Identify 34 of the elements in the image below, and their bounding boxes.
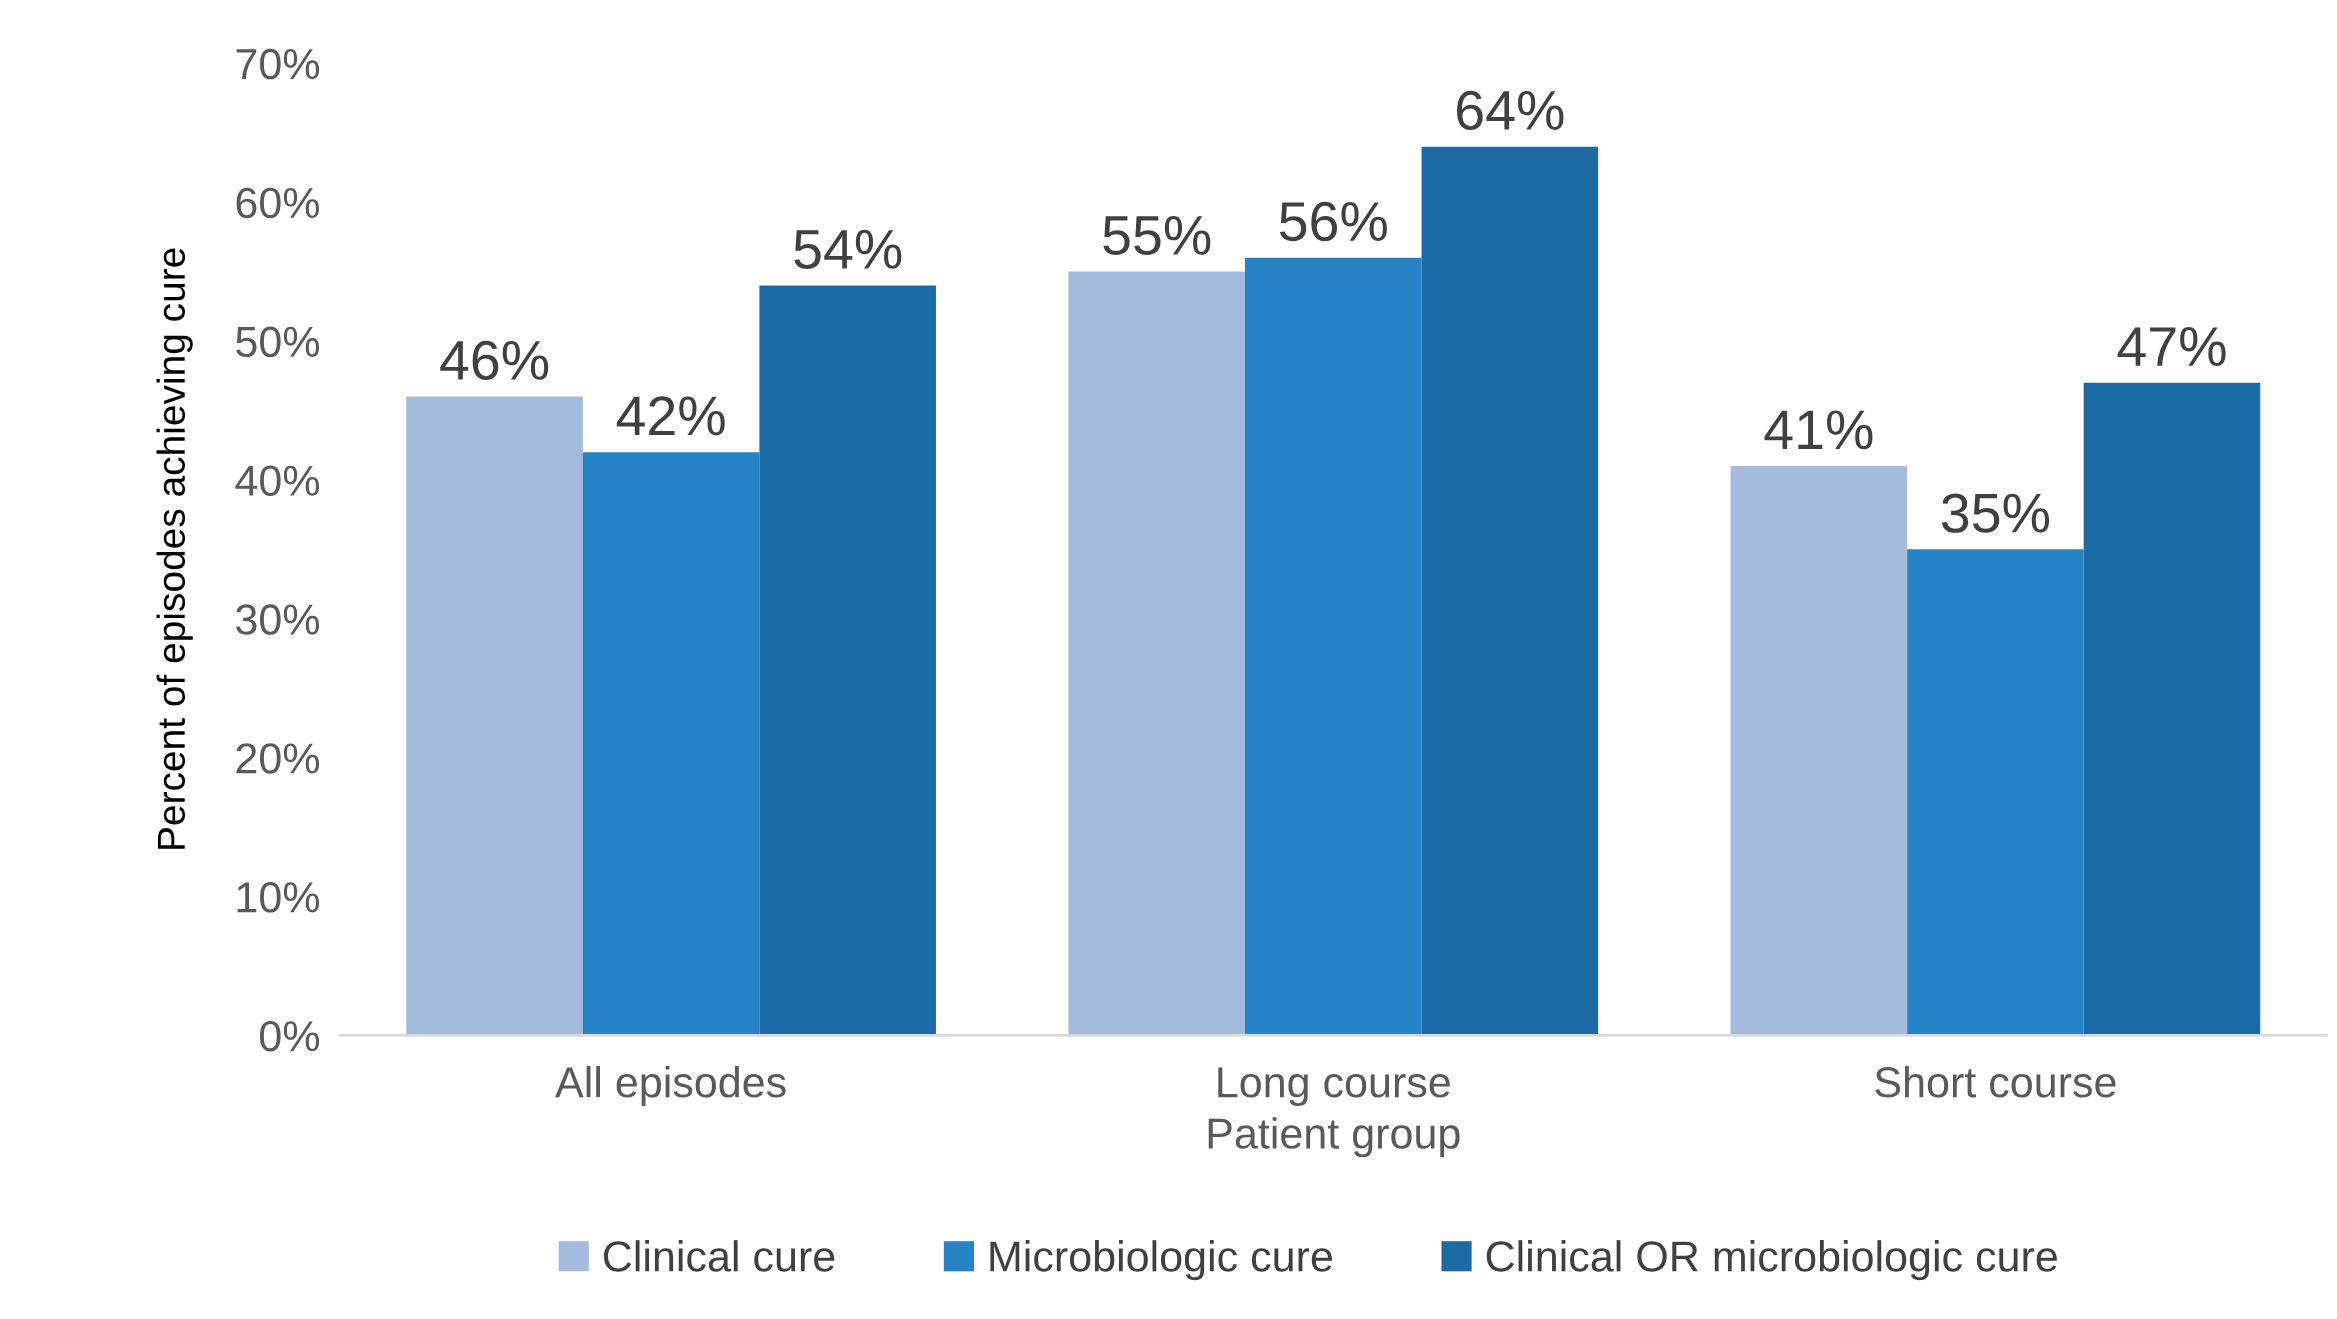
x-axis-title: Patient group xyxy=(1208,1117,1460,1158)
bar xyxy=(1068,271,1245,1036)
bar xyxy=(2083,382,2261,1036)
bar xyxy=(1421,146,1599,1036)
bar xyxy=(406,396,583,1036)
bar xyxy=(582,452,760,1036)
legend-label: Clinical cure xyxy=(603,1240,835,1272)
bar xyxy=(1730,466,1908,1036)
data-label: 35% xyxy=(1941,493,2050,533)
bar xyxy=(1244,257,1422,1036)
y-axis-title: Percent of episodes achieving cure xyxy=(156,248,193,849)
y-tick-label: 10% xyxy=(237,882,320,913)
y-tick-label: 40% xyxy=(235,465,320,496)
x-tick-label: All episodes xyxy=(555,1065,786,1107)
y-tick-label: 70% xyxy=(236,48,320,80)
data-label: 41% xyxy=(1764,410,1873,450)
data-label: 54% xyxy=(794,229,902,269)
data-label: 64% xyxy=(1457,90,1564,131)
data-label: 56% xyxy=(1279,201,1387,242)
data-label: 42% xyxy=(616,396,725,436)
legend-label: Clinical OR microbiologic cure xyxy=(1486,1240,2057,1281)
y-tick-label: 60% xyxy=(236,187,320,219)
data-label: 47% xyxy=(2117,327,2226,366)
data-label: 55% xyxy=(1103,215,1211,256)
y-tick-label: 20% xyxy=(236,743,320,774)
x-tick-label: Short course xyxy=(1875,1065,2116,1098)
y-tick-label: 50% xyxy=(236,326,320,358)
y-tick-label: 30% xyxy=(236,604,320,635)
bar xyxy=(1907,549,2084,1036)
x-tick-label: Long course xyxy=(1218,1067,1450,1107)
data-label: 46% xyxy=(440,340,549,381)
legend-label: Microbiologic cure xyxy=(990,1240,1332,1281)
y-tick-label: 0% xyxy=(260,1020,320,1052)
bar xyxy=(759,285,936,1036)
